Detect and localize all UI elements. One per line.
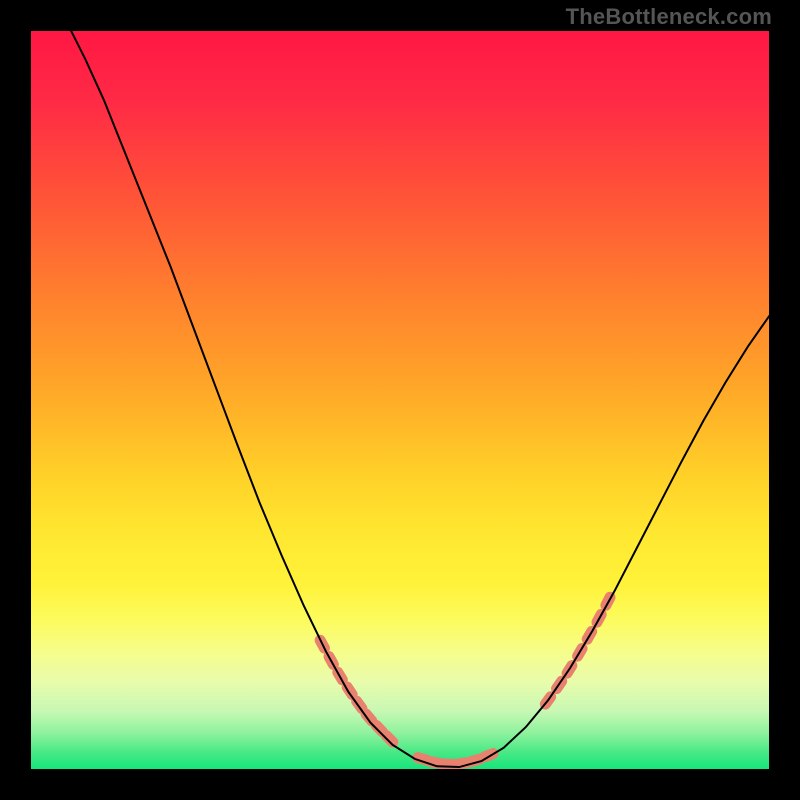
chart-svg (0, 0, 800, 800)
gradient-fill (30, 30, 770, 770)
watermark-text: TheBottleneck.com (566, 4, 772, 30)
